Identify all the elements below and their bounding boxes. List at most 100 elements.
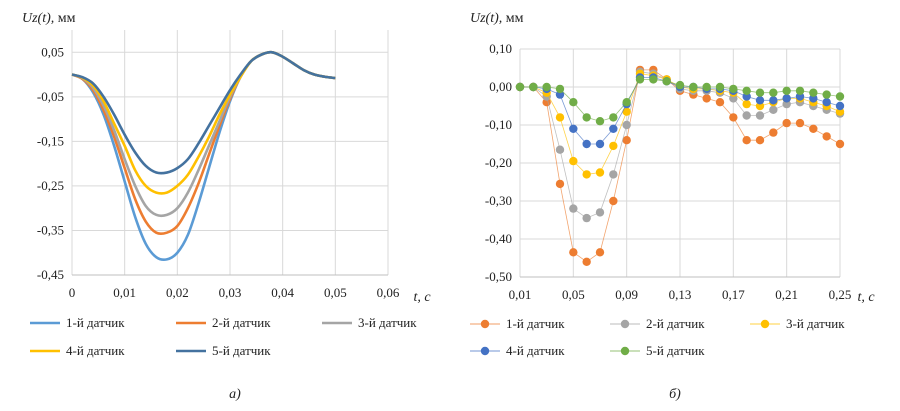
y-tick-label: -0,25: [37, 178, 64, 193]
data-point: [702, 82, 711, 92]
legend-label: 2-й датчик: [212, 315, 271, 330]
data-point: [609, 196, 618, 206]
data-point: [795, 118, 805, 128]
y-tick-label: -0,05: [37, 89, 64, 104]
data-point: [555, 145, 565, 154]
data-point: [729, 113, 738, 122]
series-line-2: [71, 50, 336, 236]
legend-label: 1-й датчик: [506, 316, 565, 331]
legend-swatch-marker: [760, 319, 770, 329]
y-tick-label: -0,40: [485, 231, 512, 246]
y-axis-label-variable: Uz(t),: [22, 11, 58, 26]
data-point: [622, 136, 631, 145]
legend-item: 2-й датчик: [176, 315, 271, 330]
data-point: [769, 128, 778, 137]
data-point: [769, 88, 778, 97]
legend-item: 3-й датчик: [322, 315, 417, 330]
data-point: [542, 82, 551, 92]
data-point: [822, 90, 831, 99]
legend-item: 5-й датчик: [176, 343, 271, 358]
data-point: [609, 141, 618, 151]
y-tick-label: 0,10: [489, 41, 512, 56]
data-point: [555, 113, 565, 122]
data-point: [742, 99, 751, 109]
x-tick-label: 0,21: [775, 287, 798, 302]
legend-label: 3-й датчик: [358, 315, 417, 330]
y-tick-label: 0,00: [489, 79, 512, 94]
data-point: [582, 257, 591, 266]
data-point: [729, 84, 738, 94]
legend-swatch-marker: [480, 319, 490, 329]
legend-swatch-marker: [480, 346, 490, 356]
legend-label: 4-й датчик: [66, 343, 125, 358]
data-point: [555, 179, 565, 189]
legend-item: 4-й датчик: [30, 343, 125, 358]
x-tick-label: 0,03: [219, 285, 242, 300]
y-tick-label: -0,50: [485, 269, 512, 284]
legend-label: 5-й датчик: [212, 343, 271, 358]
data-point: [582, 113, 591, 122]
data-point: [515, 82, 525, 92]
data-point: [755, 88, 765, 97]
x-axis-label: t, c: [857, 290, 875, 305]
data-point: [742, 111, 751, 120]
legend-item: 2-й датчик: [610, 316, 705, 331]
x-tick-label: 0,09: [615, 287, 638, 302]
data-point: [662, 77, 671, 86]
data-point: [595, 139, 605, 149]
data-point: [609, 113, 618, 122]
data-point: [755, 136, 765, 145]
legend-label: 3-й датчик: [786, 316, 845, 331]
data-point: [569, 248, 578, 257]
data-point: [715, 98, 725, 107]
data-point: [809, 124, 818, 133]
data-point: [622, 98, 631, 107]
data-point: [809, 88, 818, 97]
data-point: [835, 101, 845, 111]
legend-label: 5-й датчик: [646, 343, 705, 358]
legend: 1-й датчик 2-й датчик 3-й датчик 4-й датчик…: [30, 315, 417, 358]
y-tick-label: -0,35: [37, 222, 64, 237]
y-axis-label: Uz(t), мм: [470, 11, 524, 26]
x-tick-label: 0,02: [166, 285, 189, 300]
legend-swatch-marker: [620, 319, 630, 329]
x-tick-label: 0,17: [722, 287, 745, 302]
legend-item: 3-й датчик: [750, 316, 845, 331]
data-point: [782, 118, 791, 128]
y-tick-label: -0,15: [37, 133, 64, 148]
data-point: [675, 80, 685, 90]
data-point: [769, 105, 778, 115]
y-tick-label: 0,05: [41, 44, 64, 59]
data-point: [609, 124, 618, 133]
data-point: [769, 96, 778, 105]
legend-label: 1-й датчик: [66, 315, 125, 330]
data-point: [569, 156, 578, 166]
y-axis-label: Uz(t), мм: [22, 11, 76, 26]
x-tick-label: 0,01: [113, 285, 136, 300]
data-point: [755, 96, 765, 105]
y-axis-label-unit: мм: [58, 11, 76, 26]
x-axis-label: t, c: [413, 290, 431, 305]
legend: 1-й датчик 2-й датчик 3-й датчик 4-й датчик…: [470, 316, 845, 358]
data-point: [569, 98, 578, 107]
data-point: [622, 107, 631, 116]
data-point: [649, 75, 658, 84]
data-point: [595, 248, 605, 257]
data-point: [595, 208, 605, 217]
y-tick-label: -0,20: [485, 155, 512, 170]
data-point: [582, 139, 591, 149]
chart-b: 0,10 0,00 -0,10 -0,20 -0,30 -0,40 -0,50 0,01 0,0…: [470, 11, 875, 402]
data-point: [835, 139, 845, 149]
legend-label: 4-й датчик: [506, 343, 565, 358]
data-point: [582, 213, 591, 223]
data-point: [822, 98, 831, 107]
y-tick-label: -0,45: [37, 267, 64, 282]
data-point: [569, 204, 578, 213]
x-tick-label: 0,04: [271, 285, 294, 300]
x-tick-label: 0: [69, 285, 76, 300]
series-line-5: [71, 50, 336, 175]
data-point: [635, 75, 645, 84]
chart-a: 0,05 -0,05 -0,15 -0,25 -0,35 -0,45 0 0,01 0,02 0,…: [22, 11, 431, 402]
y-axis-label-unit: мм: [506, 11, 524, 26]
data-point: [795, 86, 805, 96]
